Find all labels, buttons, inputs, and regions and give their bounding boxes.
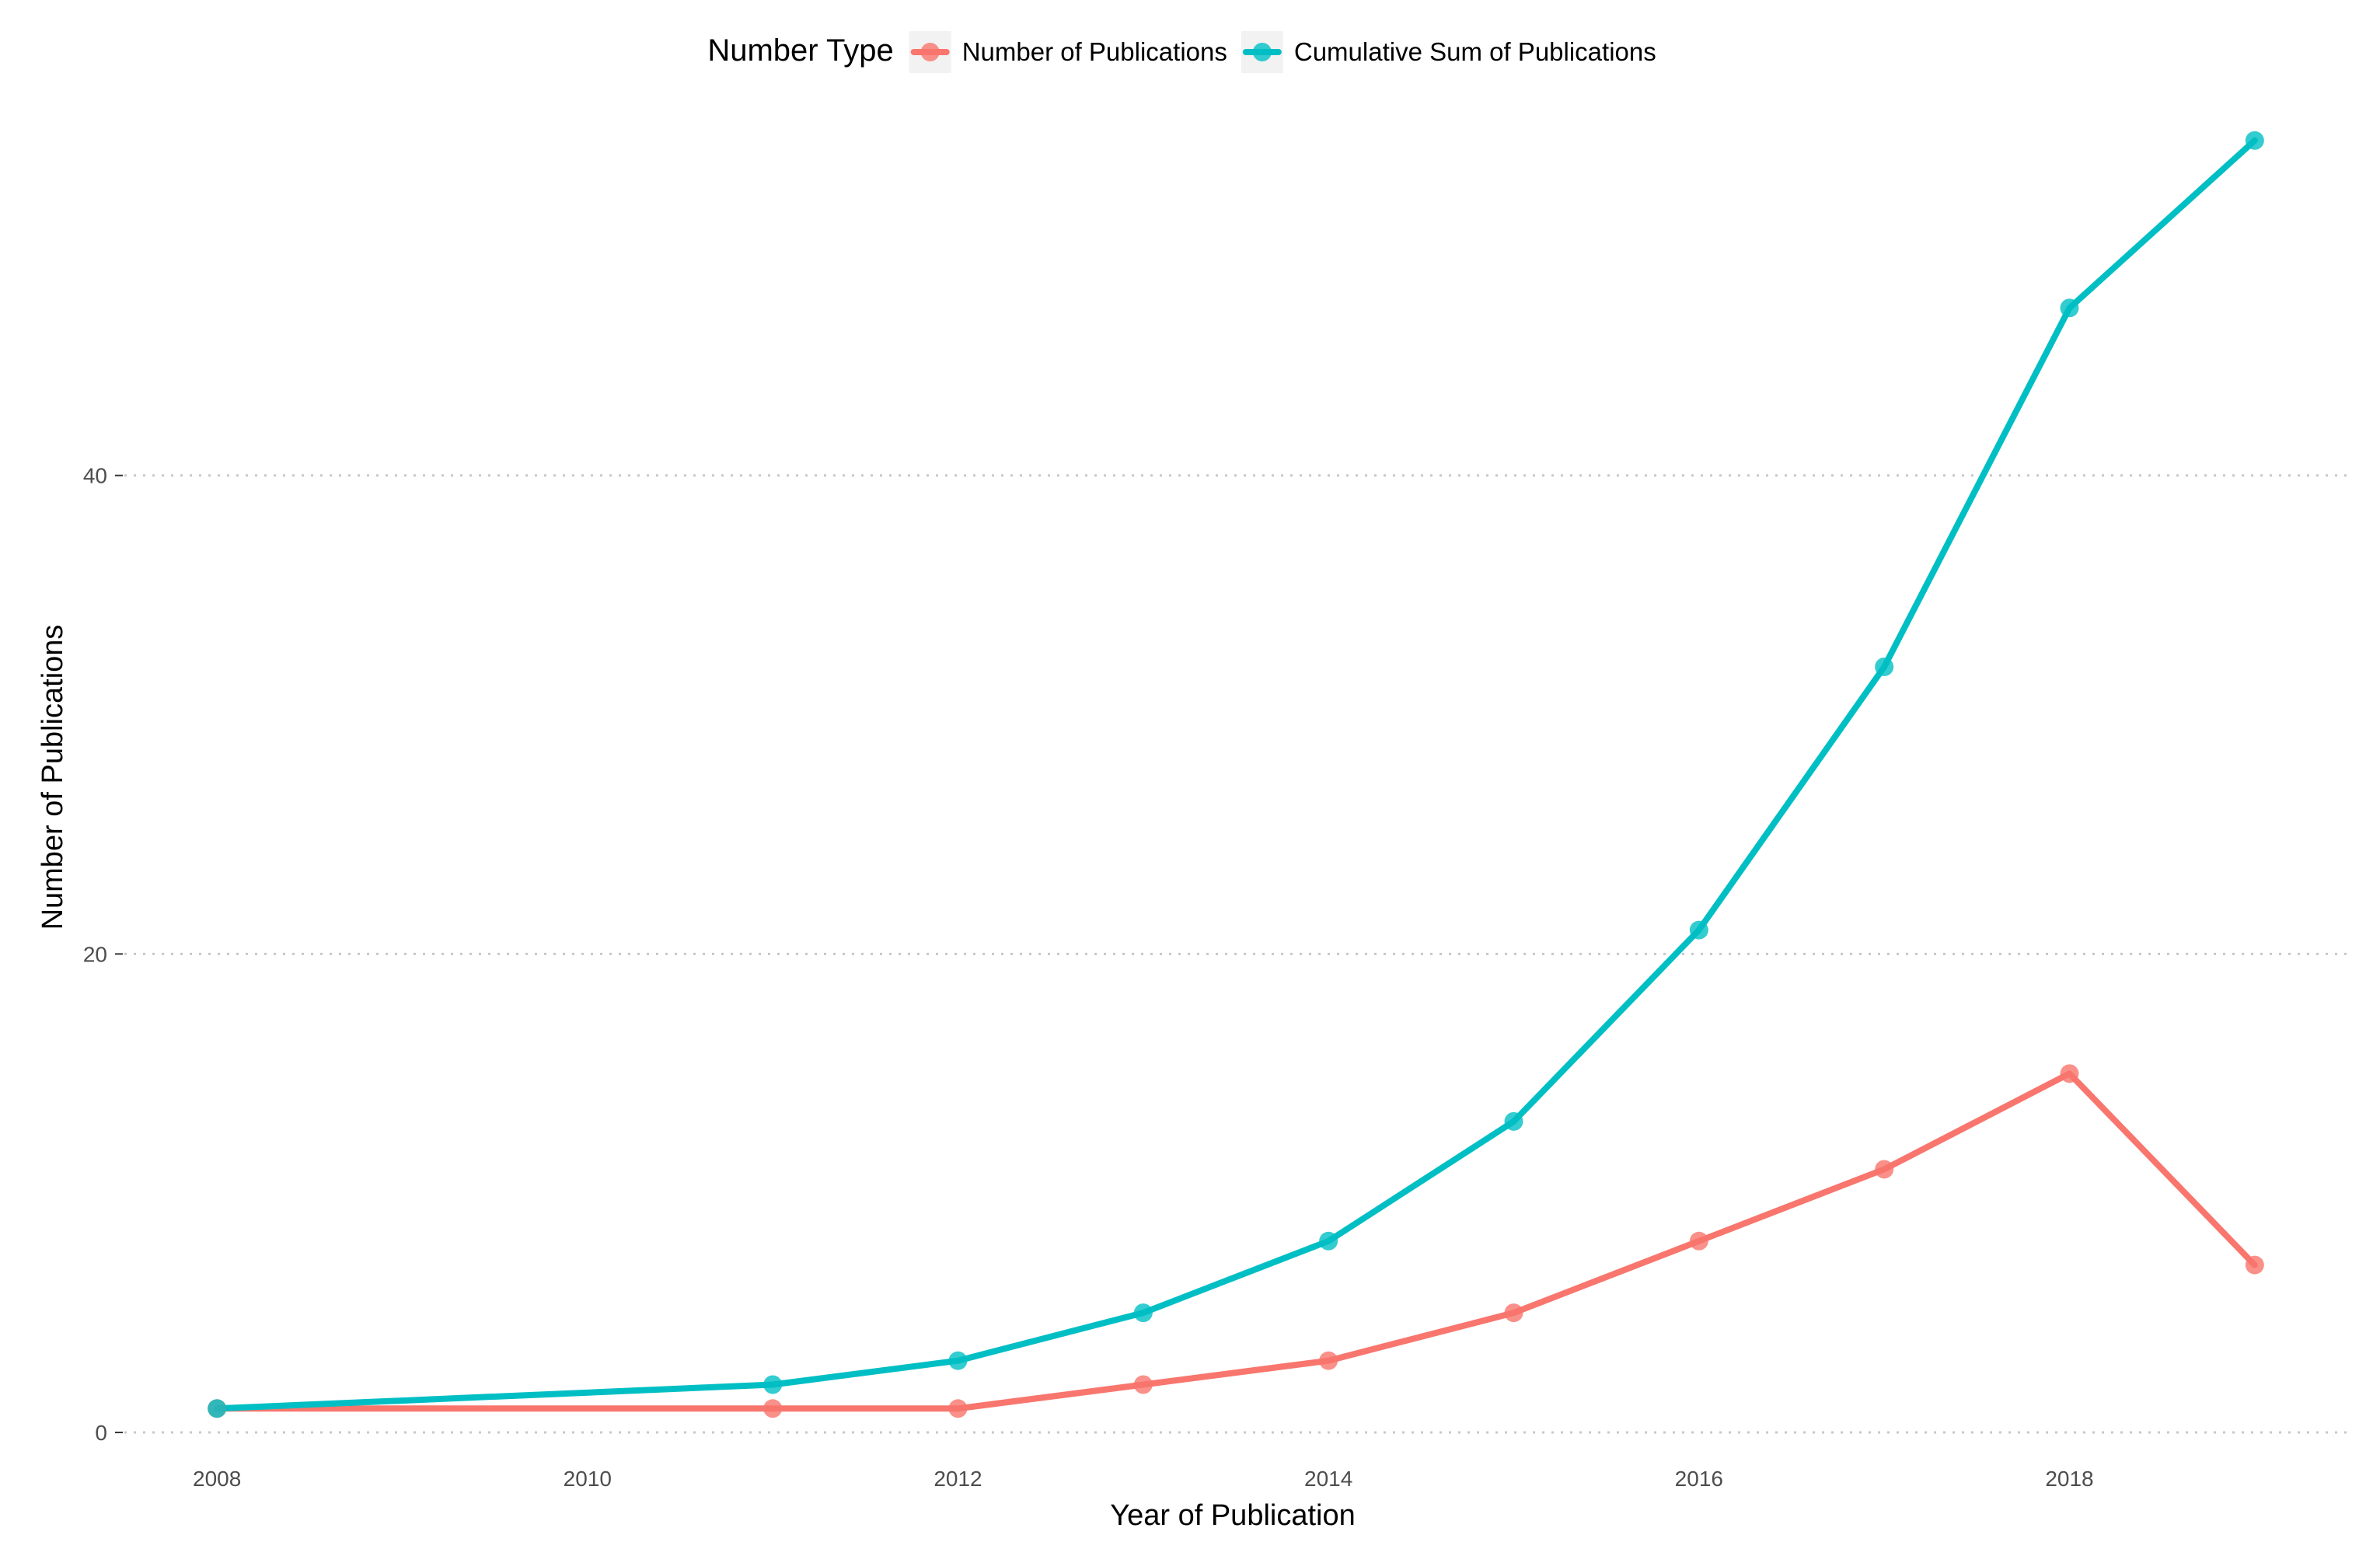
data-point-number-of-publications-2013 xyxy=(1133,1375,1153,1394)
legend-key-icon xyxy=(909,31,951,73)
legend-key-icon xyxy=(1241,31,1283,73)
data-point-cumulative-sum-of-publications-2015 xyxy=(1504,1111,1523,1131)
x-tick-label: 2016 xyxy=(1675,1467,1723,1491)
x-tick-label: 2018 xyxy=(2045,1467,2093,1491)
data-point-cumulative-sum-of-publications-2019 xyxy=(2245,131,2264,150)
x-tick-label: 2008 xyxy=(193,1467,241,1491)
data-point-cumulative-sum-of-publications-2008 xyxy=(208,1399,227,1418)
data-point-number-of-publications-2016 xyxy=(1689,1231,1708,1251)
data-point-cumulative-sum-of-publications-2018 xyxy=(2060,298,2079,318)
x-tick-label: 2012 xyxy=(934,1467,982,1491)
y-tick-label: 40 xyxy=(83,464,107,488)
data-point-cumulative-sum-of-publications-2016 xyxy=(1689,920,1708,940)
legend: Number Type Number of Publications Cumula… xyxy=(707,31,1656,73)
data-point-number-of-publications-2017 xyxy=(1875,1160,1894,1179)
y-axis-title: Number of Publications xyxy=(37,625,69,930)
legend-label: Cumulative Sum of Publications xyxy=(1294,37,1656,66)
y-tick-label: 0 xyxy=(95,1421,107,1445)
legend-item-number-of-publications: Number of Publications xyxy=(909,31,1227,73)
data-point-number-of-publications-2019 xyxy=(2245,1255,2264,1275)
x-tick-label: 2014 xyxy=(1304,1467,1352,1491)
x-tick-label: 2010 xyxy=(564,1467,612,1491)
data-point-number-of-publications-2018 xyxy=(2060,1064,2079,1083)
legend-label: Number of Publications xyxy=(962,37,1227,66)
data-point-number-of-publications-2011 xyxy=(763,1399,783,1418)
series-line-cumulative-sum-of-publications xyxy=(214,137,2258,1412)
legend-item-cumulative-sum-of-publications: Cumulative Sum of Publications xyxy=(1241,31,1656,73)
data-point-cumulative-sum-of-publications-2013 xyxy=(1133,1303,1153,1323)
data-point-number-of-publications-2012 xyxy=(948,1399,968,1418)
data-point-number-of-publications-2015 xyxy=(1504,1303,1523,1323)
data-point-cumulative-sum-of-publications-2017 xyxy=(1875,658,1894,677)
data-point-number-of-publications-2014 xyxy=(1319,1351,1338,1370)
y-tick-label: 20 xyxy=(83,942,107,966)
x-axis-title: Year of Publication xyxy=(1110,1499,1356,1532)
data-point-cumulative-sum-of-publications-2011 xyxy=(763,1375,783,1394)
legend-title: Number Type xyxy=(707,33,893,68)
data-point-cumulative-sum-of-publications-2014 xyxy=(1319,1231,1338,1251)
series-line-number-of-publications xyxy=(214,1070,2258,1412)
data-point-cumulative-sum-of-publications-2012 xyxy=(948,1351,968,1370)
